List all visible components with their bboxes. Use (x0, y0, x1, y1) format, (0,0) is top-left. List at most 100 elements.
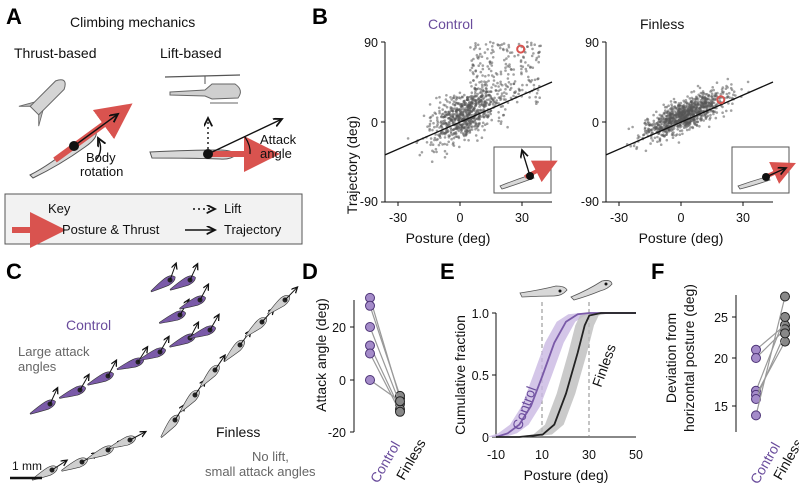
scatter-point (485, 89, 488, 93)
scatter-point (725, 84, 728, 88)
fish-snapshot (199, 354, 230, 388)
scatter-point (657, 123, 660, 126)
d-ytick-1: 0 (339, 374, 346, 388)
scatter-point (532, 83, 536, 87)
fish-snapshot (87, 360, 122, 386)
scatter-point (438, 109, 441, 113)
scatter-point (507, 55, 510, 58)
scatter-point (453, 107, 457, 110)
scatter-point (474, 122, 477, 125)
scatter-point (699, 105, 702, 108)
attack-label-1: Attack (260, 132, 297, 147)
scatter-point (512, 68, 516, 71)
scatter-point (491, 45, 494, 48)
scatter-point (504, 87, 507, 91)
b-control-inset (493, 146, 558, 194)
scatter-point (667, 109, 670, 112)
scatter-point (527, 64, 530, 67)
scatter-point (447, 120, 451, 124)
scatter-point (701, 90, 705, 93)
scatter-point (483, 128, 486, 132)
panel-f-letter: F (651, 259, 664, 284)
scatter-point (447, 140, 451, 144)
scatter-point (468, 124, 471, 128)
scatter-point (658, 125, 662, 128)
scatter-point (651, 139, 655, 142)
scatter-point (709, 104, 712, 107)
scatter-point (457, 116, 461, 119)
body-rotation-label-2: rotation (80, 164, 123, 179)
scatter-point (492, 41, 495, 45)
scatter-point (484, 75, 487, 78)
scatter-point (443, 114, 447, 118)
c-scale-label: 1 mm (12, 459, 42, 473)
scatter-point (697, 111, 701, 114)
key-posture: Posture & Thrust (62, 222, 160, 237)
b-control-highlight-point (516, 44, 526, 54)
scatter-point (474, 134, 478, 137)
scatter-point (457, 108, 461, 111)
scatter-point (714, 94, 717, 98)
e-xtick-3: 50 (629, 448, 643, 462)
scatter-point (732, 90, 736, 93)
scatter-point (473, 120, 477, 123)
scatter-point (455, 107, 459, 110)
scatter-point (515, 100, 519, 104)
scatter-point (476, 108, 479, 112)
scatter-point (521, 88, 524, 92)
scatter-point (497, 44, 500, 47)
scatter-point (706, 114, 710, 118)
scatter-point (535, 92, 539, 95)
b-finless-axes: 90 0 -90 -30 0 30 Posture (deg) (581, 36, 773, 246)
scatter-point (678, 123, 682, 127)
scatter-point (430, 141, 433, 144)
scatter-point (486, 116, 490, 119)
scatter-point (447, 117, 450, 120)
scatter-point (499, 122, 503, 125)
scatter-point (707, 94, 711, 98)
e-finless-label: Finless (589, 342, 619, 389)
scatter-point (470, 59, 474, 62)
scatter-point (483, 51, 487, 54)
scatter-point (509, 86, 513, 90)
scatter-point (659, 143, 663, 146)
scatter-point (451, 102, 455, 106)
scatter-point (506, 77, 510, 80)
scatter-point (539, 44, 542, 48)
scatter-point (709, 109, 713, 113)
scatter-point (430, 160, 434, 163)
scatter-point (478, 114, 481, 118)
scatter-point (710, 95, 714, 98)
scatter-point (435, 138, 438, 142)
scatter-point (470, 85, 473, 88)
f-finless-point (780, 312, 790, 322)
scatter-point (488, 60, 492, 63)
scatter-point (471, 63, 475, 66)
scatter-point (536, 88, 540, 92)
scatter-point (670, 111, 674, 114)
scatter-point (668, 114, 672, 118)
scatter-point (508, 65, 511, 69)
scatter-point (465, 115, 469, 118)
scatter-point (480, 136, 484, 139)
scatter-point (646, 117, 649, 121)
d-pair-line (369, 305, 401, 397)
scatter-point (473, 86, 477, 90)
scatter-point (475, 87, 479, 91)
scatter-point (517, 92, 520, 96)
e-series-line (495, 312, 636, 438)
fish-snapshot (267, 286, 301, 315)
scatter-point (445, 124, 448, 127)
scatter-point (441, 143, 444, 146)
scatter-point (435, 116, 439, 119)
b-c-xtick-2: 30 (515, 211, 529, 225)
scatter-point (476, 43, 480, 47)
panel-d: D Attack angle (deg) 20 0 -20 Control Fi… (302, 259, 429, 486)
scatter-point (499, 88, 502, 91)
scatter-point (663, 134, 666, 138)
panel-b-letter: B (312, 4, 328, 29)
scatter-point (524, 51, 527, 54)
scatter-point (472, 108, 475, 111)
scatter-point (521, 65, 525, 68)
scatter-point (649, 128, 653, 132)
